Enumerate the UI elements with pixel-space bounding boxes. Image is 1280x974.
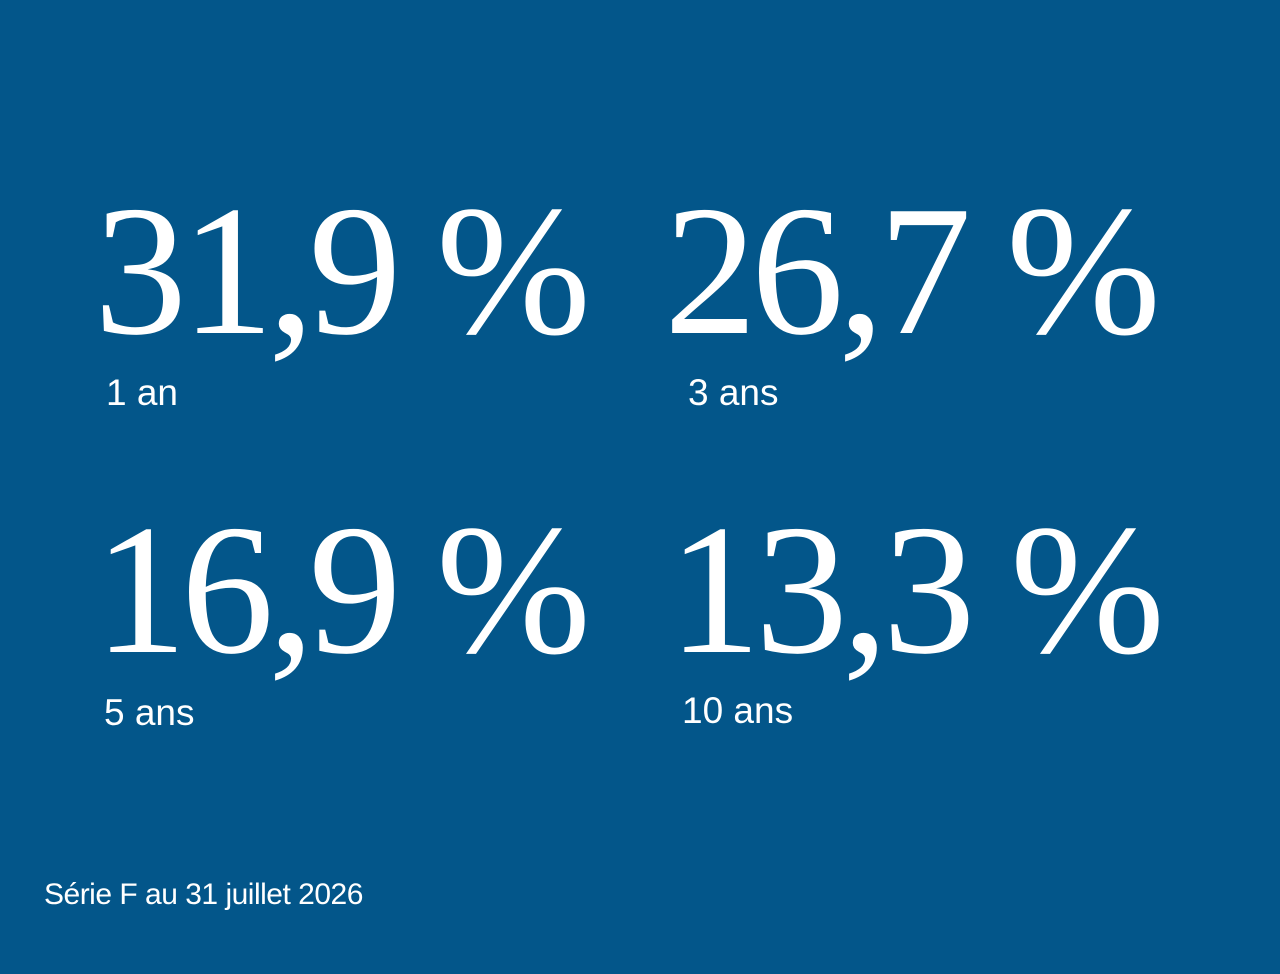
stat-label: 3 ans [688, 372, 779, 413]
footnote: Série F au 31 juillet 2026 [44, 878, 363, 911]
stat-value: 16,9 % [94, 487, 591, 693]
stat-label: 10 ans [682, 690, 794, 731]
stat-value: 13,3 % [668, 487, 1165, 693]
stat-value: 31,9 % [94, 168, 591, 374]
stat-label: 1 an [106, 372, 179, 413]
stat-label: 5 ans [104, 692, 195, 733]
stat-value: 26,7 % [664, 168, 1161, 374]
